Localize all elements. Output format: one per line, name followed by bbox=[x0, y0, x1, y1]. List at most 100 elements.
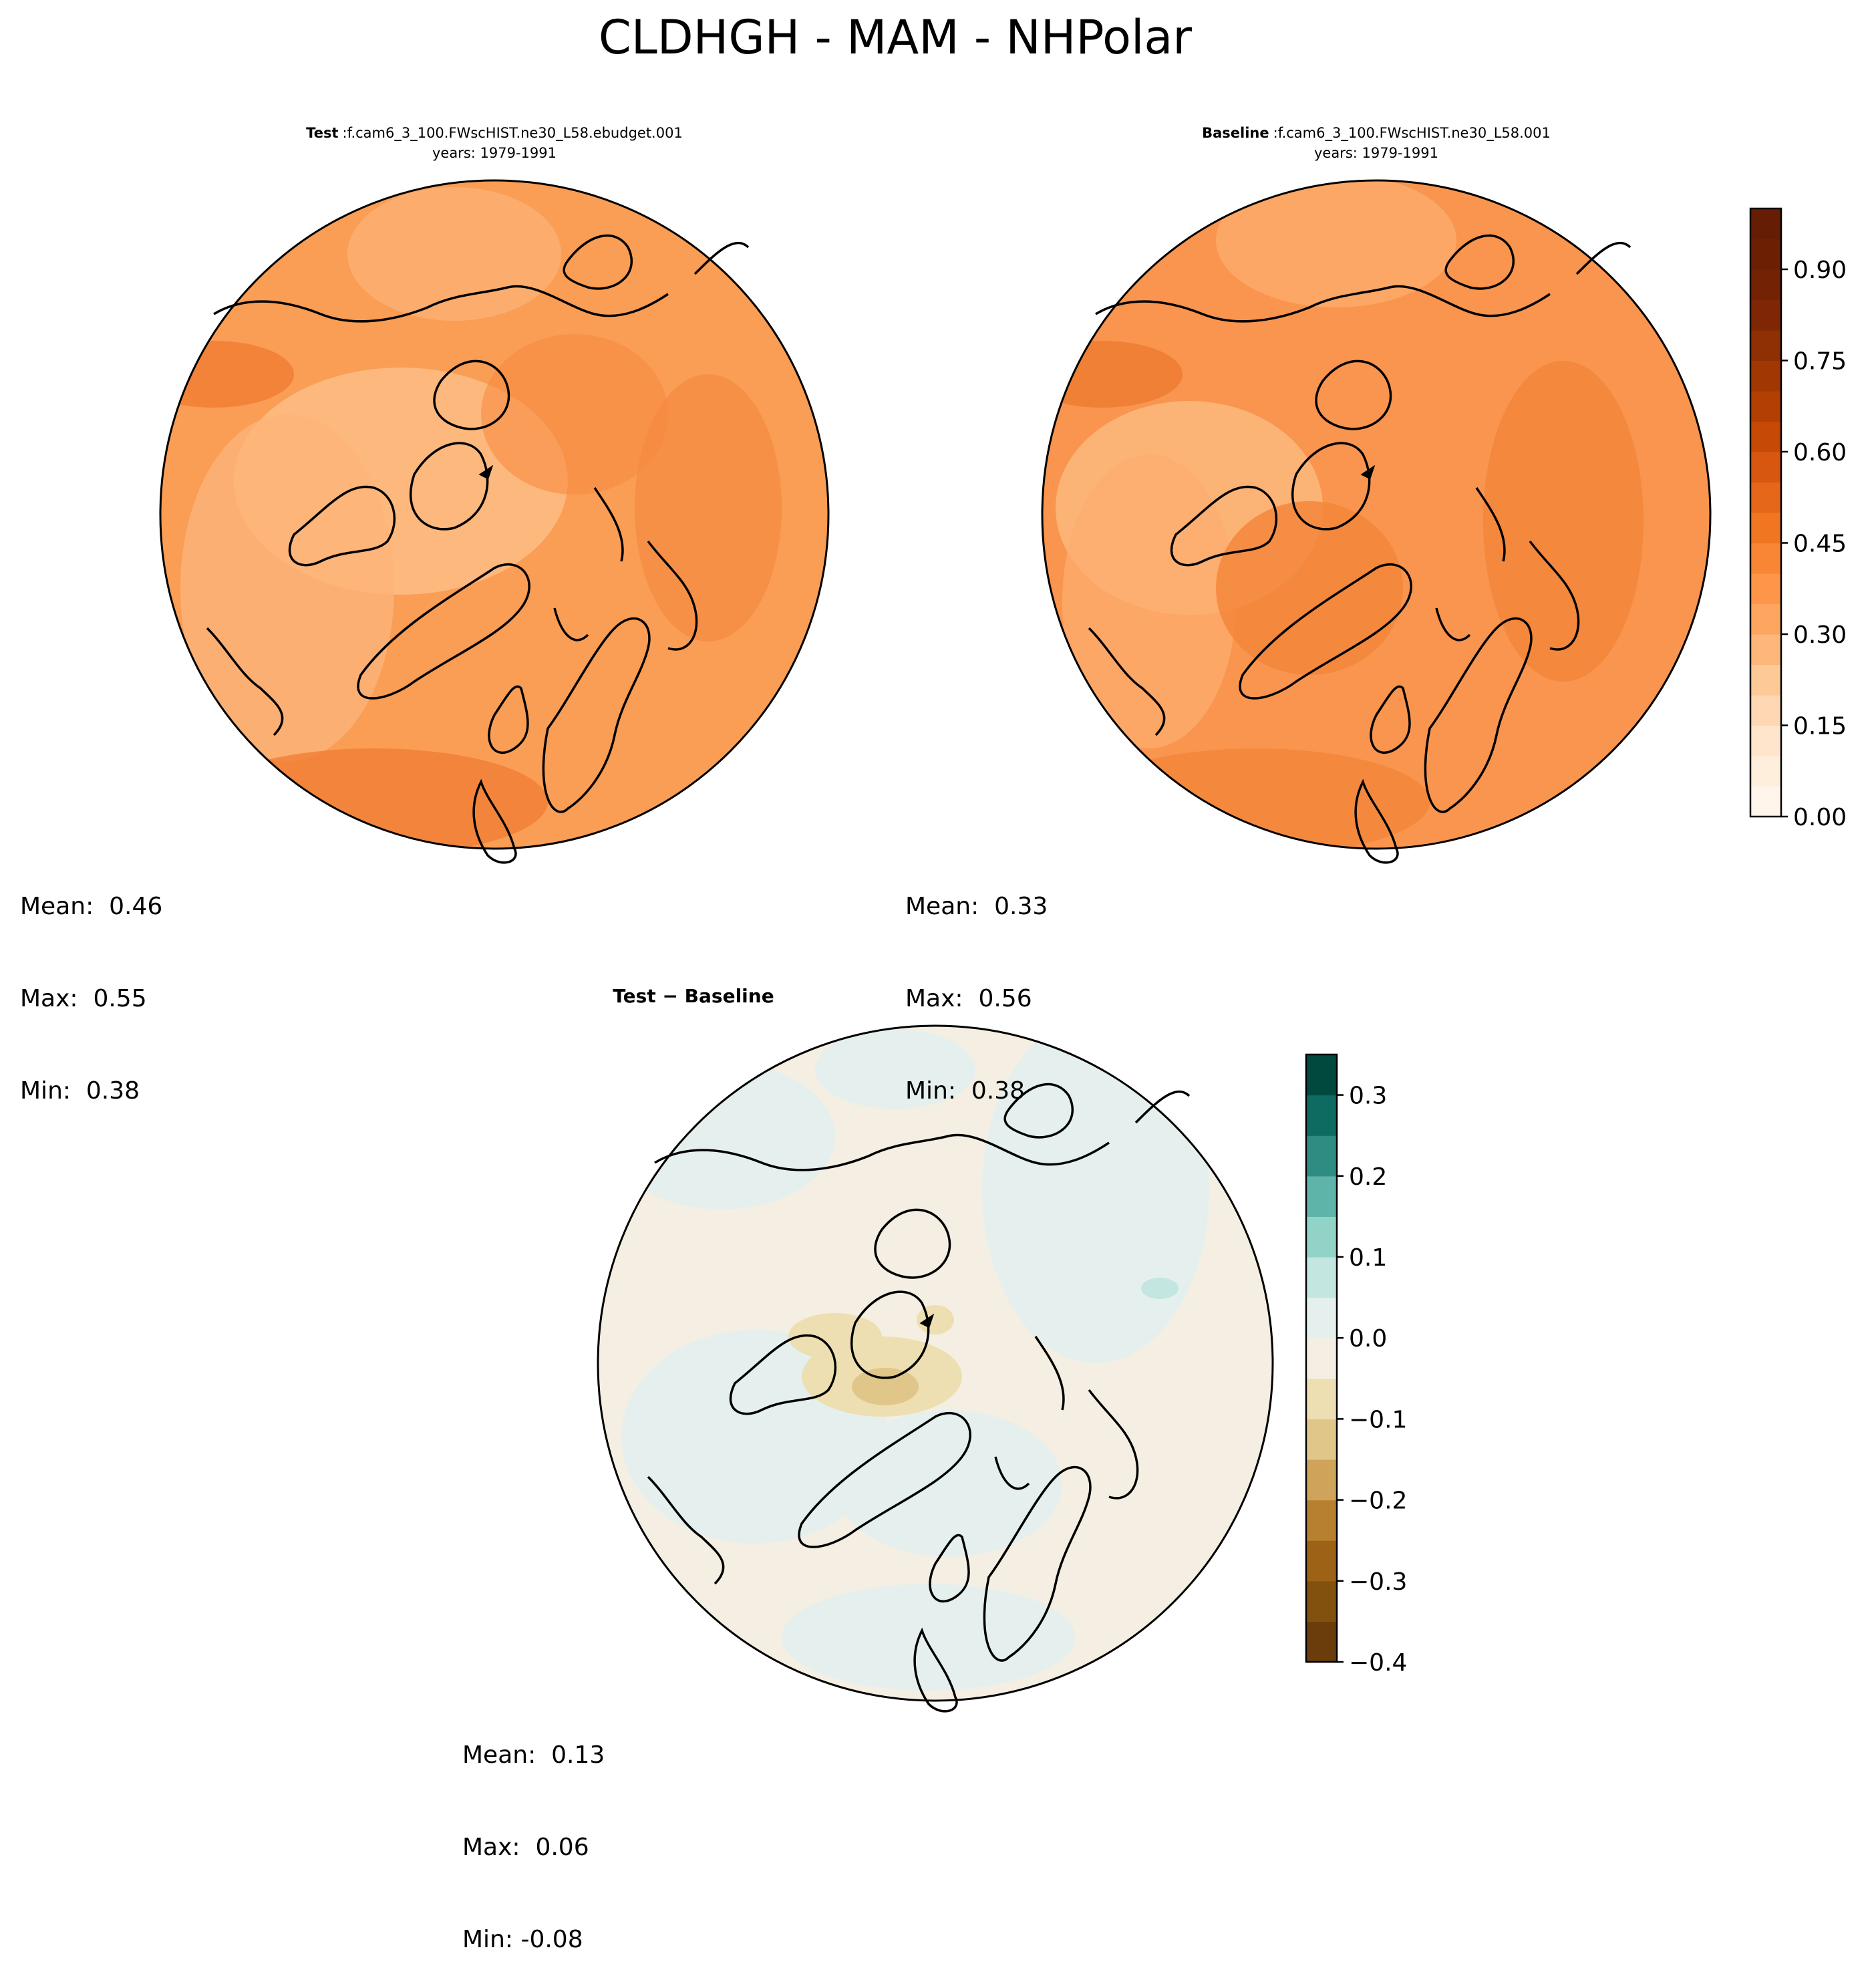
map-baseline-boundary bbox=[1041, 179, 1712, 850]
colorbar-main-segment bbox=[1750, 664, 1781, 696]
stats-diff-mean: Mean: 0.13 bbox=[462, 1741, 605, 1769]
colorbar-main-segment bbox=[1750, 421, 1781, 452]
map-test bbox=[159, 179, 830, 864]
colorbar-diff-frame bbox=[1305, 1053, 1338, 1663]
stats-diff-max: Max: 0.06 bbox=[462, 1834, 589, 1861]
field-blob bbox=[347, 187, 561, 321]
field-blob bbox=[200, 748, 548, 849]
colorbar-main-segment bbox=[1750, 725, 1781, 756]
colorbar-main-segment bbox=[1750, 452, 1781, 483]
colorbar-main-segment bbox=[1750, 299, 1781, 331]
colorbar-main-tick-label: 0.45 bbox=[1793, 531, 1847, 558]
colorbar-diff-segment bbox=[1306, 1135, 1337, 1177]
colorbar-main-segment bbox=[1750, 543, 1781, 574]
field-blob bbox=[160, 341, 294, 408]
panel-diff-label: Test − Baseline bbox=[613, 985, 774, 1007]
figure-title: CLDHGH - MAM - NHPolar bbox=[599, 10, 1192, 65]
field-blob bbox=[788, 1313, 882, 1360]
field-blob bbox=[481, 334, 668, 494]
stats-test: Mean: 0.46 Max: 0.55 Min: 0.38 bbox=[20, 830, 162, 1137]
colorbar-main-tick-label: 0.60 bbox=[1793, 439, 1847, 466]
colorbar-diff-tick-label: −0.4 bbox=[1349, 1649, 1407, 1677]
colorbar-main-segment bbox=[1750, 269, 1781, 301]
panel-baseline-label: Baseline bbox=[1202, 125, 1269, 141]
map-test-boundary bbox=[159, 179, 830, 850]
colorbar-diff-segment bbox=[1306, 1257, 1337, 1298]
figure-canvas: CLDHGH - MAM - NHPolar Test:f.cam6_3_100… bbox=[159, 10, 1847, 1713]
colorbar-diff: −0.4 −0.3 −0.2 −0.1 0.0 0.1 0.2 0.3 bbox=[1305, 1053, 1407, 1677]
stats-test-min: Min: 0.38 bbox=[20, 1077, 140, 1105]
field-blob bbox=[1216, 180, 1456, 307]
colorbar-main-frame bbox=[1749, 207, 1782, 818]
colorbar-main-segment bbox=[1750, 330, 1781, 362]
stats-baseline-min: Min: 0.38 bbox=[905, 1077, 1026, 1105]
colorbar-diff-tick-label: 0.2 bbox=[1349, 1163, 1387, 1191]
colorbar-diff-segment bbox=[1306, 1095, 1337, 1136]
colorbar-main-segment bbox=[1750, 634, 1781, 666]
field-blob bbox=[917, 1305, 954, 1334]
field-blob bbox=[852, 1368, 919, 1405]
field-blob bbox=[1216, 501, 1403, 675]
colorbar-main-segment bbox=[1750, 786, 1781, 817]
colorbar-main-segment bbox=[1750, 208, 1781, 240]
field-blob bbox=[608, 1062, 835, 1210]
stats-baseline-mean: Mean: 0.33 bbox=[905, 893, 1048, 920]
colorbar-main-segment bbox=[1750, 695, 1781, 726]
panel-baseline-header: Baseline:f.cam6_3_100.FWscHIST.ne30_L58.… bbox=[1202, 125, 1551, 142]
colorbar-diff-segment bbox=[1306, 1419, 1337, 1460]
colorbar-main-segment bbox=[1750, 603, 1781, 635]
field-blob bbox=[1082, 748, 1430, 849]
colorbar-diff-segment bbox=[1306, 1297, 1337, 1338]
colorbar-diff-segment bbox=[1306, 1054, 1337, 1096]
field-blob bbox=[1483, 361, 1644, 682]
colorbar-diff-tick-label: 0.1 bbox=[1349, 1244, 1387, 1272]
panel-baseline-case: f.cam6_3_100.FWscHIST.ne30_L58.001 bbox=[1278, 125, 1551, 142]
stats-diff-min: Min: -0.08 bbox=[462, 1926, 583, 1953]
colorbar-main-segment bbox=[1750, 239, 1781, 270]
colorbar-main-tick-label: 0.15 bbox=[1793, 713, 1847, 740]
colorbar-diff-segment bbox=[1306, 1175, 1337, 1217]
map-baseline bbox=[1041, 179, 1712, 864]
field-blob bbox=[835, 1410, 1062, 1557]
field-blob bbox=[635, 374, 782, 642]
stats-test-max: Max: 0.55 bbox=[20, 985, 147, 1012]
field-blob bbox=[1062, 454, 1236, 748]
panel-test-years: years: 1979-1991 bbox=[432, 145, 557, 161]
colorbar-diff-segment bbox=[1306, 1216, 1337, 1258]
colorbar-main-tick-label: 0.00 bbox=[1793, 804, 1847, 831]
stats-test-mean: Mean: 0.46 bbox=[20, 893, 163, 920]
colorbar-main-segment bbox=[1750, 360, 1781, 392]
colorbar-main-tick-label: 0.30 bbox=[1793, 621, 1847, 649]
colorbar-diff-segment bbox=[1306, 1378, 1337, 1419]
colorbar-main-segment bbox=[1750, 756, 1781, 787]
colorbar-main-segment bbox=[1750, 513, 1781, 544]
panel-test-case: f.cam6_3_100.FWscHIST.ne30_L58.ebudget.0… bbox=[347, 125, 683, 142]
colorbar-diff-tick-label: −0.3 bbox=[1349, 1568, 1407, 1596]
stats-baseline: Mean: 0.33 Max: 0.56 Min: 0.38 bbox=[905, 830, 1048, 1137]
colorbar-diff-segment bbox=[1306, 1621, 1337, 1663]
colorbar-diff-tick-label: 0.3 bbox=[1349, 1083, 1387, 1110]
colorbar-main-segment bbox=[1750, 482, 1781, 513]
field-blob bbox=[782, 1584, 1076, 1691]
stats-baseline-max: Max: 0.56 bbox=[905, 985, 1032, 1012]
stats-diff: Mean: 0.13 Max: 0.06 Min: -0.08 bbox=[462, 1679, 605, 1986]
colorbar-diff-segment bbox=[1306, 1540, 1337, 1582]
field-blob bbox=[1141, 1278, 1179, 1299]
colorbar-diff-segment bbox=[1306, 1459, 1337, 1501]
panel-test-label: Test bbox=[306, 125, 338, 141]
colorbar-main-segment bbox=[1750, 391, 1781, 422]
panel-baseline-years: years: 1979-1991 bbox=[1314, 145, 1438, 161]
colorbar-diff-tick-label: 0.0 bbox=[1349, 1325, 1387, 1353]
colorbar-main: 0.00 0.15 0.30 0.45 0.60 0.75 0.90 bbox=[1749, 207, 1847, 831]
colorbar-main-tick-label: 0.75 bbox=[1793, 348, 1847, 376]
colorbar-diff-segment bbox=[1306, 1500, 1337, 1541]
panel-test-header: Test:f.cam6_3_100.FWscHIST.ne30_L58.ebud… bbox=[306, 125, 683, 142]
figure: CLDHGH - MAM - NHPolar Test:f.cam6_3_100… bbox=[20, 10, 1847, 1953]
field-blob bbox=[1042, 341, 1183, 408]
field-blob bbox=[815, 1029, 975, 1109]
field-blob bbox=[180, 414, 394, 762]
map-diff-boundary bbox=[597, 1024, 1274, 1702]
colorbar-diff-segment bbox=[1306, 1580, 1337, 1622]
colorbar-diff-tick-label: −0.1 bbox=[1349, 1406, 1407, 1433]
colorbar-main-segment bbox=[1750, 573, 1781, 605]
